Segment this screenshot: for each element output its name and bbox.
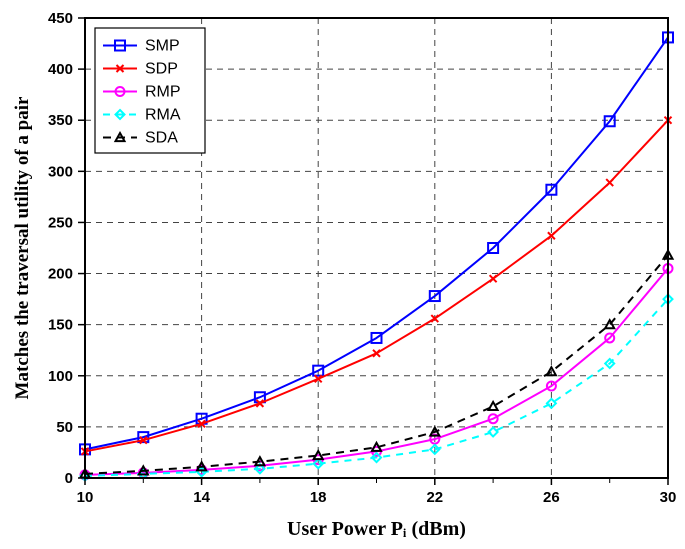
legend-label-rmp: RMP bbox=[145, 84, 181, 101]
legend-label-sda: SDA bbox=[145, 130, 178, 147]
y-tick-label: 0 bbox=[65, 470, 73, 487]
x-axis-label: User Power Pᵢ (dBm) bbox=[287, 518, 466, 540]
y-tick-label: 450 bbox=[48, 10, 73, 27]
x-tick-label: 14 bbox=[193, 489, 210, 506]
legend-label-smp: SMP bbox=[145, 38, 180, 55]
y-tick-label: 400 bbox=[48, 61, 73, 78]
line-chart: 101418222630050100150200250300350400450U… bbox=[0, 0, 685, 549]
x-tick-label: 26 bbox=[543, 489, 560, 506]
y-tick-label: 50 bbox=[56, 419, 73, 436]
y-tick-label: 100 bbox=[48, 368, 73, 385]
y-tick-label: 200 bbox=[48, 266, 73, 283]
chart-container: 101418222630050100150200250300350400450U… bbox=[0, 0, 685, 549]
legend: SMP SDP RMP RMA SDA bbox=[95, 28, 205, 153]
y-axis-label: Matches the traversal utility of a pair bbox=[12, 96, 33, 399]
y-tick-label: 150 bbox=[48, 317, 73, 334]
x-tick-label: 18 bbox=[310, 489, 327, 506]
legend-label-rma: RMA bbox=[145, 107, 181, 124]
legend-label-sdp: SDP bbox=[145, 61, 178, 78]
x-tick-label: 30 bbox=[660, 489, 677, 506]
y-tick-label: 250 bbox=[48, 214, 73, 231]
x-tick-label: 22 bbox=[426, 489, 443, 506]
y-tick-label: 300 bbox=[48, 163, 73, 180]
y-tick-label: 350 bbox=[48, 112, 73, 129]
x-tick-label: 10 bbox=[77, 489, 94, 506]
